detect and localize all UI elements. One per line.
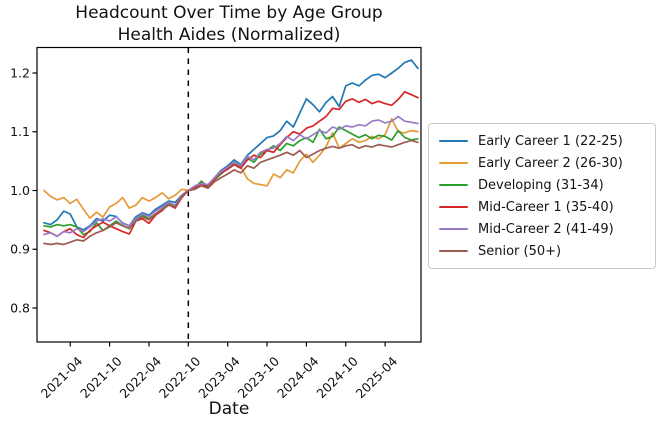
- x-tick-label: 2022-10: [156, 353, 204, 401]
- x-axis-label: Date: [208, 399, 250, 419]
- series-line-mid-career-1-35-40: [43, 90, 419, 239]
- y-tick-label: 1.2: [10, 65, 30, 80]
- legend-item-senior-50: Senior (50+): [439, 240, 655, 262]
- legend: Early Career 1 (22-25) Early Career 2 (26…: [428, 123, 656, 269]
- x-tick-label: 2023-04: [195, 353, 243, 401]
- legend-item-mid-career-2-41-49: Mid-Career 2 (41-49): [439, 218, 655, 240]
- series-line-senior-50: [43, 139, 419, 246]
- y-tick-label: 0.8: [10, 300, 30, 315]
- x-tick-label: 2023-10: [235, 353, 283, 401]
- x-tick-label: 2022-04: [117, 353, 165, 401]
- series-line-early-career-2-26-30: [43, 117, 419, 219]
- legend-label: Senior (50+): [478, 243, 562, 259]
- chart-title: Headcount Over Time by Age Group Health …: [37, 2, 421, 46]
- legend-line-swatch: [439, 183, 468, 187]
- legend-line-swatch: [439, 205, 468, 209]
- legend-line-swatch: [439, 139, 468, 143]
- y-tick-label: 0.9: [10, 242, 30, 257]
- x-tick-label: 2021-04: [38, 353, 86, 401]
- legend-item-early-career-1-22-25: Early Career 1 (22-25): [439, 130, 655, 152]
- legend-label: Mid-Career 1 (35-40): [478, 199, 614, 215]
- series-line-early-career-1-22-25: [43, 59, 419, 231]
- y-tick-label: 1.0: [10, 183, 30, 198]
- y-tick-label: 1.1: [10, 124, 30, 139]
- legend-label: Mid-Career 2 (41-49): [478, 221, 614, 237]
- series-line-developing-31-34: [43, 126, 419, 236]
- legend-label: Early Career 1 (22-25): [478, 133, 623, 149]
- x-tick-label: 2025-04: [353, 353, 401, 401]
- legend-label: Early Career 2 (26-30): [478, 155, 623, 171]
- x-tick-label: 2021-10: [77, 353, 125, 401]
- legend-line-swatch: [439, 161, 468, 165]
- series-line-mid-career-2-41-49: [43, 115, 419, 238]
- chart-title-line1: Headcount Over Time by Age Group: [75, 3, 383, 23]
- legend-line-swatch: [439, 249, 468, 253]
- legend-line-swatch: [439, 227, 468, 231]
- legend-item-mid-career-1-35-40: Mid-Career 1 (35-40): [439, 196, 655, 218]
- legend-item-early-career-2-26-30: Early Career 2 (26-30): [439, 152, 655, 174]
- legend-item-developing-31-34: Developing (31-34): [439, 174, 655, 196]
- chart-title-line2: Health Aides (Normalized): [117, 25, 341, 45]
- legend-label: Developing (31-34): [478, 177, 604, 193]
- x-tick-label: 2024-10: [313, 353, 361, 401]
- x-tick-label: 2024-04: [274, 353, 322, 401]
- plot-border: [36, 46, 422, 343]
